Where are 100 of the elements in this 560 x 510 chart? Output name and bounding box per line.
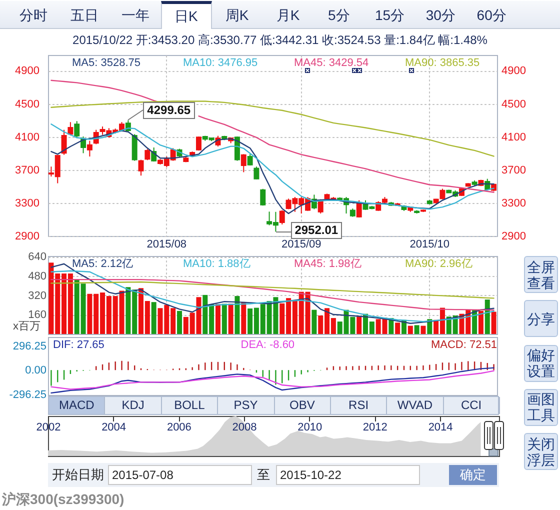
button: 偏好设置 <box>524 344 558 382</box>
x-tick-label: 2015/08 <box>146 238 187 250</box>
text: 月K <box>275 6 301 25</box>
text: 五日 <box>69 6 100 25</box>
text: MA90: 2.96亿 <box>405 257 472 271</box>
text: 沪深300(sz399300) <box>2 491 124 508</box>
y-tick-label: 2900 <box>15 230 40 242</box>
text: MA45: 1.98亿 <box>294 257 362 271</box>
tab: RSI <box>330 397 388 414</box>
text: 至 <box>257 467 270 483</box>
tab: KDJ <box>105 397 162 414</box>
candlestick <box>356 200 362 218</box>
y-tick-label: 0.00 <box>25 364 46 377</box>
line-series <box>50 100 494 157</box>
bar <box>228 304 234 334</box>
annotation: 4299.65 <box>143 102 195 120</box>
y2-tick-label: 2900 <box>502 230 526 242</box>
text: 30分 <box>424 6 456 25</box>
text: 60分 <box>476 6 508 25</box>
line-series <box>50 278 494 311</box>
candlestick <box>74 120 80 139</box>
text: MA10: 1.88亿 <box>183 257 250 271</box>
text: MA90: 3865.35 <box>405 56 480 70</box>
bar <box>176 310 182 334</box>
bar <box>234 296 240 334</box>
tab: OBV <box>274 397 331 414</box>
button: 全屏查看 <box>524 256 558 293</box>
candlestick <box>440 188 446 200</box>
text: 分时 <box>18 6 48 25</box>
y-tick-label: 480 <box>28 270 46 282</box>
y2-tick-label: 4100 <box>502 131 526 144</box>
candlestick <box>254 166 260 180</box>
bar <box>478 310 484 334</box>
tab: PSY <box>218 397 274 414</box>
candlestick <box>240 154 246 173</box>
bar <box>312 310 317 334</box>
chart-title: 2015/10/22 开:3453.20 高:3530.77 低:3442.31 收:3524.53 量:1.84亿 幅:1.48% <box>72 33 488 48</box>
x-tick-label: 2010 <box>298 422 322 434</box>
tab: WVAD <box>387 397 444 414</box>
candlestick <box>279 210 285 225</box>
bar <box>395 322 400 334</box>
series-label: MA5: 2.12亿 <box>72 257 134 271</box>
y2-tick-label: 3700 <box>502 164 526 176</box>
y-tick-label: 3300 <box>15 197 40 210</box>
button: 画图工具 <box>524 388 558 426</box>
bar <box>222 304 227 334</box>
bar <box>241 302 246 334</box>
x-tick-label: 2015/09 <box>281 238 322 250</box>
y-tick-label: 4500 <box>15 98 40 110</box>
y-tick-label: 3700 <box>15 164 40 176</box>
text: 15分 <box>374 6 406 25</box>
y-tick-label: 296.25 <box>12 340 46 352</box>
x-tick-label: 2004 <box>102 422 126 434</box>
line-series <box>50 370 494 390</box>
bar <box>151 302 156 334</box>
text: MA45: 3429.54 <box>294 56 369 70</box>
candlestick <box>61 129 67 156</box>
y2-tick-label: 3300 <box>502 197 526 210</box>
bar <box>215 304 220 334</box>
text: 周K <box>224 6 250 25</box>
text: DIF: 27.65 <box>53 338 104 352</box>
x-tick-label: 2006 <box>166 422 192 434</box>
series-label: MACD: 72.51 <box>430 338 497 352</box>
y-tick-label: 160 <box>28 309 46 322</box>
annotation: 2952.01 <box>290 222 342 239</box>
tab: CCI <box>444 397 500 414</box>
y-tick-label: -296.25 <box>9 388 46 401</box>
button: 确定 <box>449 465 497 485</box>
y-tick-label: 4900 <box>15 65 40 78</box>
tab: BOLL <box>162 397 218 414</box>
text: MA5: 3528.75 <box>72 56 140 70</box>
date-field: 2015-07-08 <box>108 465 252 485</box>
text: 开始日期 <box>52 467 104 483</box>
x-tick-label: 2008 <box>232 422 257 434</box>
x-tick-label: 2012 <box>362 422 388 434</box>
text: 一年 <box>120 6 150 25</box>
y-axis-title: x百万 <box>13 320 40 332</box>
y-tick-label: 4100 <box>15 131 40 144</box>
line-series <box>50 367 494 394</box>
candlestick <box>138 159 144 176</box>
y2-tick-label: 4500 <box>502 98 526 110</box>
text: 5分 <box>326 6 351 25</box>
bar <box>414 325 420 334</box>
bar <box>408 326 413 334</box>
line-series <box>50 281 494 299</box>
candlestick <box>144 148 150 161</box>
date-field: 2015-10-22 <box>276 465 420 485</box>
y-tick-label: 640 <box>28 251 46 264</box>
y-tick-label: 320 <box>28 290 46 302</box>
button: 关闭浮层 <box>524 433 558 470</box>
x-tick-label: 2014 <box>428 422 453 434</box>
candlestick <box>86 140 92 157</box>
y2-tick-label: 4900 <box>502 65 526 78</box>
bar <box>356 316 362 334</box>
x-tick-label: 2015/10 <box>410 238 450 250</box>
button: 分享 <box>524 300 558 338</box>
selected-tab: 日K <box>160 1 212 29</box>
selected-tab: MACD <box>49 397 106 414</box>
bar <box>420 326 426 334</box>
candlestick <box>260 188 266 206</box>
